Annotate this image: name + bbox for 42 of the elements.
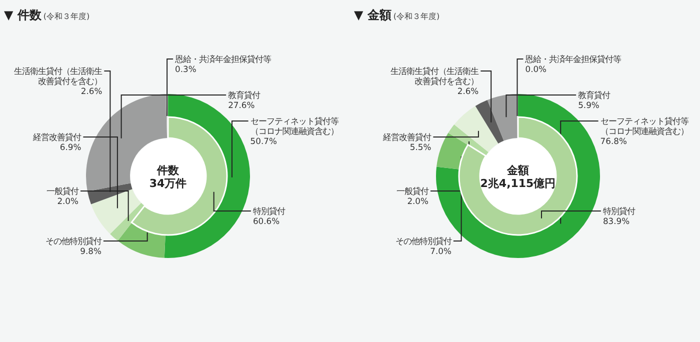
data-label: 9.8%	[80, 246, 102, 256]
data-label: 60.6%	[252, 216, 280, 226]
slice-label: 一般貸付	[46, 186, 78, 196]
data-label: 2.6%	[457, 86, 479, 96]
data-label: 2.0%	[57, 196, 79, 206]
slice-label: 経営改善貸付	[32, 132, 82, 142]
data-label: 5.5%	[410, 142, 432, 152]
text: 0.0%	[525, 64, 547, 74]
donut-slice	[454, 106, 498, 152]
slice-label: 生活衛生貸付（生活衛生改善貸付を含む）	[390, 66, 479, 86]
text: 件数 34万件	[149, 164, 187, 190]
slice-label: 特別貸付	[252, 206, 285, 216]
slice-label: その他特別貸付	[395, 236, 452, 246]
chart-subtitle: (令和３年度)	[393, 12, 440, 21]
data-label: 6.9%	[60, 142, 82, 152]
donut-slice	[475, 100, 504, 144]
chart-title: ▼ 金額	[354, 8, 392, 22]
donut-slice	[487, 94, 518, 141]
data-label: 50.7%	[250, 136, 277, 146]
category-label: 恩給・共済年金担保貸付等	[525, 54, 622, 64]
text: 金額 2兆4,115億円	[480, 164, 556, 190]
data-label: 0.3%	[175, 64, 196, 74]
data-label: 2.6%	[80, 86, 102, 96]
data-label: 83.9%	[602, 216, 630, 226]
slice-label: 教育貸付	[578, 90, 610, 100]
slice-label: 恩給・共済年金担保貸付等	[174, 54, 272, 64]
slice-label: 一般貸付	[396, 186, 428, 196]
data-label: 2.0%	[407, 196, 429, 206]
slice-label: セーフティネット貸付等（コロナ関連融資含む）	[250, 116, 338, 136]
chart-title: ▼ 件数	[4, 8, 42, 22]
slice-label: その他特別貸付	[45, 236, 102, 246]
donut-slice	[91, 189, 142, 234]
data-label: 27.6%	[228, 100, 255, 110]
data-label: 76.8%	[600, 136, 627, 146]
chart-subtitle: (令和３年度)	[43, 12, 90, 21]
data-label: 5.9%	[578, 100, 600, 110]
slice-label: 経営改善貸付	[382, 132, 432, 142]
slice-label: 特別貸付	[602, 206, 635, 216]
slice-label: 教育貸付	[228, 90, 260, 100]
slice-label: 生活衛生貸付（生活衛生改善貸付を含む）	[14, 66, 102, 86]
data-label: 7.0%	[430, 246, 452, 256]
slice-label: セーフティネット貸付等（コロナ関連融資含む）	[600, 116, 688, 136]
